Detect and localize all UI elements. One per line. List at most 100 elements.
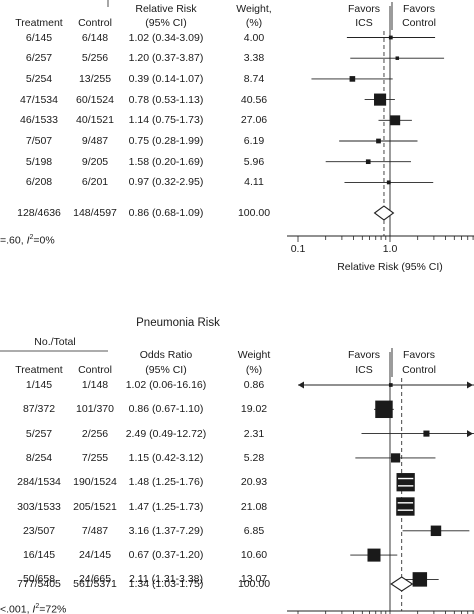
pooled-diamond — [373, 205, 395, 221]
treatment-events: 7/507 — [25, 135, 53, 147]
control-events: 40/1521 — [76, 114, 114, 127]
study-weight: 0.86 — [243, 379, 265, 391]
i-squared-symbol: I — [32, 603, 36, 614]
total-treatment-events: 777/5405 — [17, 578, 61, 590]
favors-right-label: Favors — [402, 349, 436, 361]
control-events: 24/145 — [78, 549, 112, 562]
study-weight: 10.60 — [240, 549, 268, 562]
study-point-marker — [390, 115, 401, 126]
control-events: 6/148 — [81, 31, 109, 44]
control-events: 9/487 — [81, 135, 109, 147]
treatment-events: 284/1534 — [17, 476, 61, 489]
treatment-events: 303/1533 — [17, 500, 61, 513]
treatment-events: 5/257 — [25, 427, 53, 440]
favors-left-label: ICS — [355, 364, 373, 376]
treatment-column-header: Treatment — [15, 364, 63, 376]
study-weight: 5.96 — [243, 155, 265, 168]
study-point-marker — [395, 56, 400, 60]
study-point-marker — [423, 430, 430, 437]
study-point-marker — [388, 35, 393, 40]
study-point-marker — [396, 473, 415, 492]
estimate-column-header: Relative Risk — [135, 3, 197, 15]
treatment-events: 50/658 — [22, 573, 56, 586]
estimate-with-ci: 1.47 (1.25-1.73) — [128, 500, 204, 513]
estimate-with-ci: 3.16 (1.37-7.29) — [128, 524, 204, 537]
favors-right-label: Favors — [402, 3, 436, 15]
estimate-with-ci: 1.58 (0.20-1.69) — [128, 155, 204, 168]
control-events: 5/256 — [81, 52, 109, 65]
ci-column-header: (95% CI) — [145, 364, 187, 376]
control-events: 190/1524 — [73, 476, 117, 489]
control-events: 7/255 — [81, 451, 109, 464]
weight-unit-header: (%) — [245, 364, 263, 376]
study-point-marker — [367, 548, 381, 562]
control-events: 13/255 — [78, 72, 112, 85]
study-point-marker — [349, 76, 356, 82]
weight-column-header: Weight — [237, 349, 271, 361]
treatment-events: 46/1533 — [20, 114, 58, 127]
treatment-column-header: Treatment — [15, 17, 63, 29]
study-point-marker — [390, 453, 401, 463]
favors-left-label: Favors — [347, 349, 381, 361]
estimate-with-ci: 1.02 (0.06-16.16) — [125, 379, 207, 391]
treatment-events: 1/145 — [25, 379, 53, 391]
study-weight: 27.06 — [240, 114, 268, 127]
study-weight: 3.38 — [243, 52, 265, 65]
i-squared-symbol: I — [26, 234, 30, 247]
control-events: 7/487 — [81, 524, 109, 537]
study-weight: 13.07 — [240, 573, 268, 586]
study-point-marker — [388, 383, 393, 387]
heterogeneity-i2-value: 0% — [39, 234, 55, 247]
pooled-estimate-with-ci: 0.86 (0.68-1.09) — [128, 207, 204, 219]
control-column-header: Control — [78, 364, 112, 376]
weight-unit-header: (%) — [245, 17, 263, 29]
estimate-with-ci: 0.78 (0.53-1.13) — [128, 93, 204, 106]
total-control-events: 561/5371 — [73, 578, 117, 590]
group-header: No./Total — [34, 336, 76, 348]
heterogeneity-p-value: =.60, — [0, 234, 27, 247]
treatment-events: 5/198 — [25, 155, 53, 168]
study-point-marker — [374, 93, 387, 106]
ci-truncated-arrow-right — [467, 430, 473, 438]
estimate-with-ci: 2.49 (0.49-12.72) — [125, 427, 207, 440]
favors-right-label: Control — [402, 17, 436, 29]
total-treatment-events: 128/4636 — [17, 207, 61, 219]
study-weight: 2.31 — [243, 427, 265, 440]
control-events: 2/256 — [81, 427, 109, 440]
pooled-estimate-with-ci: 1.34 (1.03-1.75) — [128, 578, 204, 590]
control-events: 24/665 — [78, 573, 112, 586]
heterogeneity-p-value: <.001, — [0, 603, 33, 614]
i-squared-exponent: 2 — [35, 603, 40, 610]
study-weight: 19.02 — [240, 403, 268, 416]
study-point-marker — [386, 180, 391, 185]
equals-sign: = — [33, 234, 40, 247]
estimate-with-ci: 1.14 (0.75-1.73) — [128, 114, 204, 127]
estimate-with-ci: 0.97 (0.32-2.95) — [128, 176, 204, 189]
estimate-with-ci: 1.15 (0.42-3.12) — [128, 451, 204, 464]
heterogeneity-i2-value: 72% — [45, 603, 67, 614]
estimate-with-ci: 1.20 (0.37-3.87) — [128, 52, 204, 65]
study-point-marker — [412, 572, 428, 587]
treatment-events: 47/1534 — [20, 93, 58, 106]
total-weight: 100.00 — [237, 578, 271, 590]
treatment-events: 6/257 — [25, 52, 53, 65]
equals-sign: = — [39, 603, 46, 614]
study-weight: 8.74 — [243, 72, 265, 85]
control-events: 9/205 — [81, 155, 109, 168]
i-squared-exponent: 2 — [29, 234, 34, 241]
x-axis-tick-label: 0.1 — [290, 243, 306, 255]
control-events: 205/1521 — [73, 500, 117, 513]
control-events: 60/1524 — [76, 93, 114, 106]
control-events: 101/370 — [76, 403, 114, 416]
study-point-marker — [375, 400, 393, 419]
treatment-events: 5/254 — [25, 72, 53, 85]
study-point-marker — [376, 138, 381, 144]
treatment-events: 23/507 — [22, 524, 56, 537]
control-events: 6/201 — [81, 176, 109, 189]
weight-column-header: Weight, — [236, 3, 272, 15]
estimate-column-header: Odds Ratio — [139, 349, 193, 361]
estimate-with-ci: 1.02 (0.34-3.09) — [128, 31, 204, 44]
heterogeneity-stat: =.60, I2=0% — [0, 232, 55, 247]
study-weight: 4.11 — [244, 176, 264, 189]
